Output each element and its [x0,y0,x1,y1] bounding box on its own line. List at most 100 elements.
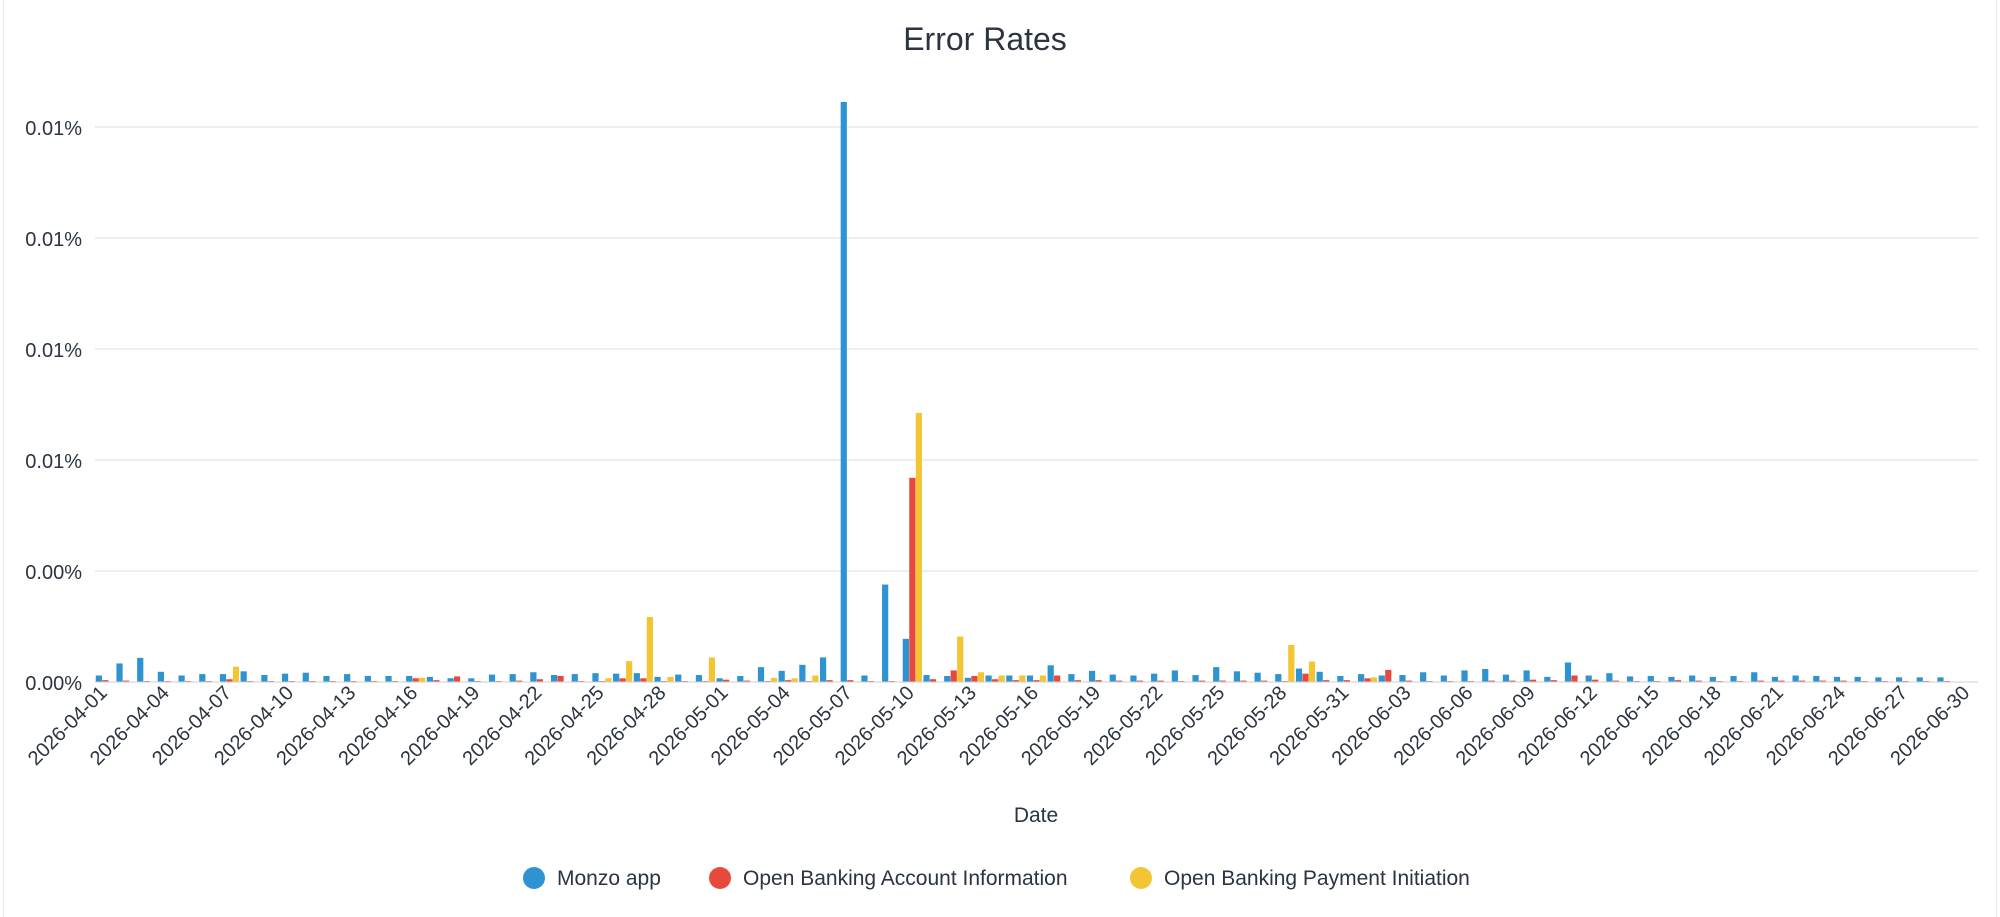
bar-0-2026-06-25 [1854,676,1861,682]
series-0-bars [95,102,1944,682]
bar-0-2026-05-15 [1006,675,1013,682]
bar-0-2026-05-17 [1047,665,1054,682]
bar-0-2026-05-10 [902,638,909,682]
bar-0-2026-06-16 [1668,676,1675,682]
bar-0-2026-04-17 [426,676,434,682]
bar-0-2026-06-15 [1647,675,1654,682]
legend-swatch-0 [523,867,545,889]
bar-1-2026-04-23 [557,675,564,682]
bar-0-2026-05-13 [964,677,972,682]
y-tick-label-3: 0.01% [25,340,82,362]
bar-0-2026-05-12 [944,675,951,682]
bar-1-2026-05-04 [785,680,792,682]
bar-0-2026-04-26 [613,673,620,682]
y-tick-label-1: 0.00% [25,562,82,584]
bar-1-2026-04-17 [433,680,440,682]
bar-2-2026-05-13 [977,672,985,682]
bar-0-2026-05-26 [1233,671,1241,682]
bar-0-2026-06-03 [1399,675,1406,682]
bar-0-2026-06-28 [1916,677,1923,682]
bar-0-2026-04-21 [509,674,516,682]
bar-0-2026-04-08 [240,671,247,682]
bar-0-2026-05-11 [923,675,930,682]
bar-0-2026-04-07 [219,674,227,682]
legend-label-0: Monzo app [557,867,661,890]
bar-0-2026-06-10 [1544,676,1551,682]
bar-0-2026-05-05 [799,664,806,682]
x-axis-label: Date [1014,804,1058,827]
bar-1-2026-05-21 [1136,680,1144,682]
bar-0-2026-05-30 [1316,671,1323,682]
bar-1-2026-06-01 [1364,678,1371,682]
bar-1-2026-05-01 [723,679,730,682]
y-axis-tick-labels: 0.00% 0.00% 0.01% 0.01% 0.01% 0.01% [25,118,82,695]
bar-1-2026-05-12 [950,670,957,682]
bar-2-2026-04-27 [646,617,653,682]
bar-1-2026-06-23 [1819,680,1826,682]
bar-1-2026-05-26 [1240,680,1247,682]
bar-1-2026-05-17 [1054,675,1061,682]
bar-0-2026-04-20 [488,674,496,682]
bar-1-2026-06-10 [1550,680,1557,682]
bar-0-2026-05-09 [882,584,889,682]
bar-0-2026-06-26 [1875,677,1882,682]
bar-1-2026-04-27 [640,678,647,682]
bar-0-2026-06-19 [1730,675,1737,682]
bar-0-2026-05-28 [1275,674,1282,682]
bar-2-2026-04-07 [232,666,240,682]
bar-0-2026-04-16 [406,675,413,682]
bar-2-2026-06-01 [1370,677,1378,682]
legend-item-0: Monzo app [523,867,661,890]
bar-0-2026-05-23 [1171,670,1178,682]
bar-0-2026-05-07 [840,102,847,682]
bar-1-2026-06-22 [1799,680,1806,682]
bar-0-2026-06-13 [1606,673,1613,682]
bar-0-2026-04-09 [261,675,268,682]
bar-0-2026-06-17 [1689,675,1696,682]
bar-0-2026-04-22 [530,672,537,682]
bar-0-2026-05-24 [1192,675,1199,682]
bar-0-2026-04-14 [364,675,371,682]
chart-title: Error Rates [903,21,1067,57]
bar-1-2026-05-25 [1219,680,1226,682]
bar-2-2026-04-16 [419,677,426,682]
bar-0-2026-06-29 [1937,677,1944,682]
bar-2-2026-04-30 [708,657,716,682]
bar-0-2026-04-19 [468,678,475,682]
bar-2-2026-04-28 [667,676,674,682]
bar-0-2026-04-05 [178,675,185,682]
bar-0-2026-05-08 [861,675,868,682]
bar-0-2026-06-11 [1564,662,1572,682]
bar-1-2026-06-20 [1757,680,1764,682]
bar-0-2026-05-02 [737,675,744,682]
bar-1-2026-05-06 [826,680,833,682]
chart-card [3,0,1997,917]
bar-1-2026-05-07 [847,680,854,682]
bar-0-2026-06-12 [1585,675,1592,682]
bar-1-2026-05-22 [1157,680,1164,682]
legend-label-2: Open Banking Payment Initiation [1164,867,1470,890]
bar-1-2026-05-13 [971,675,978,682]
bar-1-2026-05-02 [743,680,750,682]
bar-1-2026-04-18 [454,676,461,682]
bar-0-2026-06-02 [1378,675,1385,682]
bar-0-2026-04-28 [654,676,661,682]
legend: Monzo app Open Banking Account Informatio… [523,867,1470,890]
bar-1-2026-05-31 [1343,680,1350,682]
bar-2-2026-05-12 [957,636,964,682]
legend-item-2: Open Banking Payment Initiation [1130,867,1470,890]
bar-1-2026-04-26 [619,678,626,682]
bar-0-2026-06-27 [1895,677,1903,682]
bar-0-2026-04-06 [199,674,206,682]
bar-1-2026-04-02 [122,680,130,682]
bar-0-2026-04-25 [592,673,599,682]
bar-0-2026-05-03 [757,667,765,682]
bar-1-2026-06-24 [1840,680,1847,682]
series-1-bars [102,477,1951,682]
bar-0-2026-05-01 [716,678,723,682]
bar-0-2026-04-12 [323,675,330,682]
bar-1-2026-06-02 [1385,669,1392,682]
y-tick-label-5: 0.01% [25,118,82,140]
bar-0-2026-04-24 [571,674,578,682]
